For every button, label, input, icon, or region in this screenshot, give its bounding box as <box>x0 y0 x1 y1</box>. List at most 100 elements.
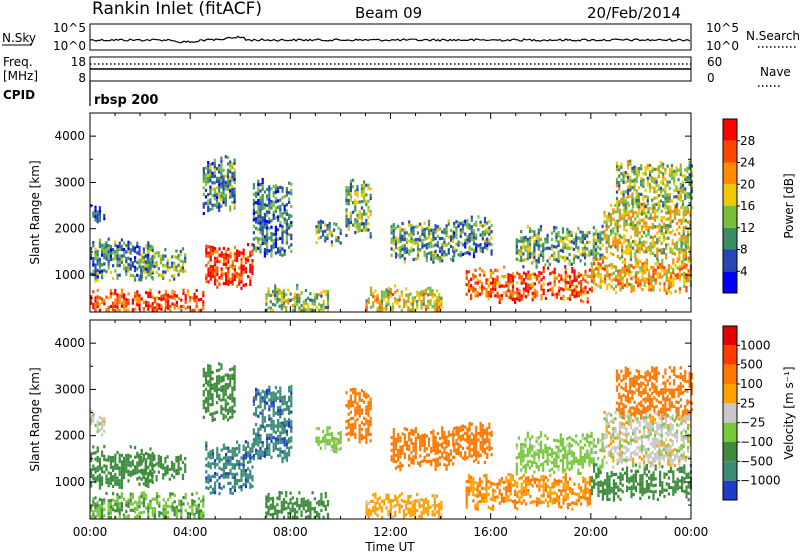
echo-cell <box>391 293 395 297</box>
echo-cell <box>472 229 476 233</box>
echo-cell <box>120 469 123 474</box>
echo-cell <box>211 377 214 381</box>
echo-cell <box>175 459 178 463</box>
echo-cell <box>125 301 128 305</box>
echo-cell <box>276 509 279 513</box>
echo-cell <box>263 454 266 458</box>
echo-cell <box>599 266 602 270</box>
echo-cell <box>266 392 269 396</box>
echo-cell <box>656 266 659 270</box>
echo-cell <box>369 512 373 516</box>
echo-cell <box>288 398 291 403</box>
echo-cell <box>145 276 148 280</box>
echo-cell <box>215 401 219 405</box>
echo-cell <box>266 248 269 252</box>
echo-cell <box>222 472 225 476</box>
echo-cell <box>109 511 112 515</box>
echo-cell <box>640 218 643 223</box>
echo-cell <box>615 203 619 207</box>
echo-cell <box>659 161 663 165</box>
echo-cell <box>138 453 141 457</box>
echo-cell <box>547 282 550 286</box>
echo-cell <box>298 491 301 495</box>
echo-cell <box>387 290 390 294</box>
echo-cell <box>298 300 301 304</box>
echo-cell <box>267 508 270 513</box>
echo-cell <box>317 436 320 440</box>
echo-cell <box>374 511 377 515</box>
echo-cell <box>107 306 110 310</box>
power-echo-region <box>590 256 692 295</box>
echo-cell <box>112 492 115 496</box>
echo-cell <box>218 260 221 264</box>
echo-cell <box>127 240 130 244</box>
echo-cell <box>274 197 277 201</box>
echo-cell <box>281 431 284 435</box>
echo-cell <box>107 253 110 257</box>
echo-cell <box>380 303 384 307</box>
echo-cell <box>430 238 433 242</box>
echo-cell <box>528 249 532 253</box>
echo-cell <box>459 254 462 258</box>
echo-cell <box>120 460 123 464</box>
echo-cell <box>525 295 528 299</box>
echo-cell <box>678 290 681 294</box>
echo-cell <box>257 214 260 219</box>
echo-cell <box>233 174 236 178</box>
echo-cell <box>151 465 154 469</box>
echo-cell <box>159 465 163 469</box>
echo-cell <box>179 454 182 458</box>
echo-cell <box>430 251 433 255</box>
echo-cell <box>678 238 681 242</box>
echo-cell <box>127 472 130 477</box>
echo-cell <box>257 389 260 393</box>
echo-cell <box>252 199 255 203</box>
echo-cell <box>629 216 632 220</box>
echo-cell <box>667 217 670 221</box>
echo-cell <box>640 241 643 245</box>
echo-cell <box>568 252 571 257</box>
echo-cell <box>670 278 673 282</box>
echo-cell <box>134 275 137 279</box>
echo-cell <box>324 239 327 243</box>
echo-cell <box>560 296 563 300</box>
echo-cell <box>678 271 681 275</box>
echo-cell <box>92 419 95 423</box>
echo-cell <box>280 294 283 298</box>
echo-cell <box>158 290 161 294</box>
echo-cell <box>629 248 632 252</box>
echo-cell <box>320 502 323 506</box>
echo-cell <box>109 292 112 296</box>
echo-cell <box>233 193 236 197</box>
echo-cell <box>220 156 223 160</box>
echo-cell <box>427 245 431 249</box>
echo-cell <box>579 240 582 244</box>
echo-cell <box>233 453 236 457</box>
echo-cell <box>266 187 269 192</box>
echo-cell <box>358 440 361 444</box>
echo-cell <box>242 463 245 467</box>
echo-cell <box>345 211 348 215</box>
echo-cell <box>268 408 271 412</box>
echo-cell <box>147 244 150 248</box>
echo-cell <box>222 187 225 192</box>
echo-cell <box>646 179 649 184</box>
echo-cell <box>631 198 634 202</box>
echo-cell <box>244 446 247 450</box>
echo-cell <box>285 193 288 197</box>
echo-cell <box>607 238 610 242</box>
echo-cell <box>142 475 145 479</box>
echo-cell <box>240 277 243 281</box>
echo-cell <box>685 279 688 283</box>
echo-cell <box>517 258 521 262</box>
echo-cell <box>352 429 355 433</box>
echo-cell <box>263 212 266 216</box>
echo-cell <box>120 479 123 483</box>
echo-cell <box>592 248 595 252</box>
echo-cell <box>354 406 357 411</box>
echo-cell <box>684 197 687 201</box>
echo-cell <box>293 295 297 299</box>
echo-cell <box>646 176 649 180</box>
echo-cell <box>123 293 126 297</box>
echo-cell <box>272 213 275 217</box>
